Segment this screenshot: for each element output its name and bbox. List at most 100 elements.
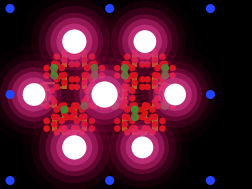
Bar	[82, 119, 87, 123]
Bar	[163, 96, 168, 101]
Circle shape	[159, 84, 166, 90]
Circle shape	[38, 112, 110, 183]
Bar	[82, 77, 87, 82]
Bar	[72, 107, 77, 112]
Circle shape	[114, 103, 120, 109]
Circle shape	[162, 60, 168, 67]
Circle shape	[99, 103, 105, 109]
Circle shape	[102, 92, 107, 97]
Circle shape	[159, 103, 166, 109]
Circle shape	[62, 136, 86, 159]
Circle shape	[68, 36, 80, 48]
Circle shape	[159, 76, 166, 83]
Circle shape	[53, 61, 60, 67]
Circle shape	[124, 114, 131, 120]
Circle shape	[134, 106, 141, 113]
Circle shape	[43, 65, 50, 71]
Circle shape	[61, 49, 68, 56]
Circle shape	[149, 106, 156, 113]
Circle shape	[31, 104, 117, 189]
Circle shape	[105, 176, 114, 185]
Circle shape	[81, 57, 88, 63]
Circle shape	[71, 102, 78, 109]
Circle shape	[154, 103, 161, 109]
Circle shape	[129, 72, 136, 79]
Circle shape	[131, 106, 139, 114]
Circle shape	[111, 98, 118, 105]
Circle shape	[159, 61, 166, 67]
Bar	[132, 107, 137, 112]
Circle shape	[58, 103, 65, 109]
Circle shape	[132, 79, 138, 86]
Circle shape	[80, 102, 88, 110]
Circle shape	[121, 98, 128, 105]
Bar	[152, 126, 158, 131]
Circle shape	[74, 61, 80, 67]
Circle shape	[120, 125, 165, 170]
Circle shape	[169, 72, 176, 79]
Circle shape	[61, 79, 68, 86]
Circle shape	[70, 34, 78, 42]
Bar	[62, 130, 67, 135]
Bar	[152, 103, 158, 108]
Bar	[132, 84, 137, 89]
Bar	[52, 119, 57, 123]
Circle shape	[50, 72, 58, 80]
Circle shape	[139, 53, 146, 60]
Circle shape	[23, 83, 45, 106]
Circle shape	[152, 98, 158, 105]
Circle shape	[149, 129, 156, 136]
Bar	[92, 96, 97, 101]
Bar	[92, 73, 97, 78]
Bar	[52, 103, 57, 108]
Circle shape	[51, 60, 57, 67]
Circle shape	[33, 95, 40, 101]
Circle shape	[74, 76, 80, 83]
Circle shape	[129, 95, 136, 101]
Bar	[122, 103, 127, 108]
Circle shape	[124, 129, 131, 136]
Circle shape	[132, 125, 138, 131]
Bar	[62, 77, 67, 82]
Circle shape	[132, 72, 138, 78]
Circle shape	[61, 110, 68, 116]
Circle shape	[62, 30, 86, 53]
Circle shape	[139, 61, 146, 67]
Circle shape	[121, 83, 128, 90]
Circle shape	[124, 61, 131, 67]
Circle shape	[153, 72, 197, 117]
Circle shape	[142, 125, 148, 131]
Bar	[163, 88, 168, 93]
Circle shape	[74, 84, 80, 90]
Bar	[122, 88, 127, 93]
Circle shape	[81, 72, 88, 78]
Bar	[122, 119, 127, 123]
Bar	[132, 54, 137, 59]
Circle shape	[53, 53, 60, 60]
Circle shape	[89, 76, 95, 83]
Circle shape	[154, 72, 161, 79]
Circle shape	[162, 83, 168, 90]
Bar	[142, 107, 147, 112]
Circle shape	[101, 84, 109, 92]
Circle shape	[206, 176, 215, 185]
Circle shape	[169, 103, 176, 109]
Circle shape	[152, 121, 158, 128]
Circle shape	[144, 76, 151, 83]
Bar	[163, 73, 168, 78]
Circle shape	[62, 29, 86, 54]
Bar	[132, 77, 137, 82]
Circle shape	[84, 103, 90, 109]
Circle shape	[132, 110, 138, 116]
Bar	[152, 77, 158, 82]
Circle shape	[139, 84, 146, 90]
Bar	[152, 119, 158, 123]
Circle shape	[64, 129, 70, 136]
Circle shape	[159, 125, 166, 132]
Bar	[82, 103, 87, 108]
Circle shape	[98, 88, 111, 101]
Circle shape	[111, 8, 179, 76]
Circle shape	[79, 114, 85, 120]
Circle shape	[129, 103, 136, 109]
Circle shape	[154, 65, 161, 71]
